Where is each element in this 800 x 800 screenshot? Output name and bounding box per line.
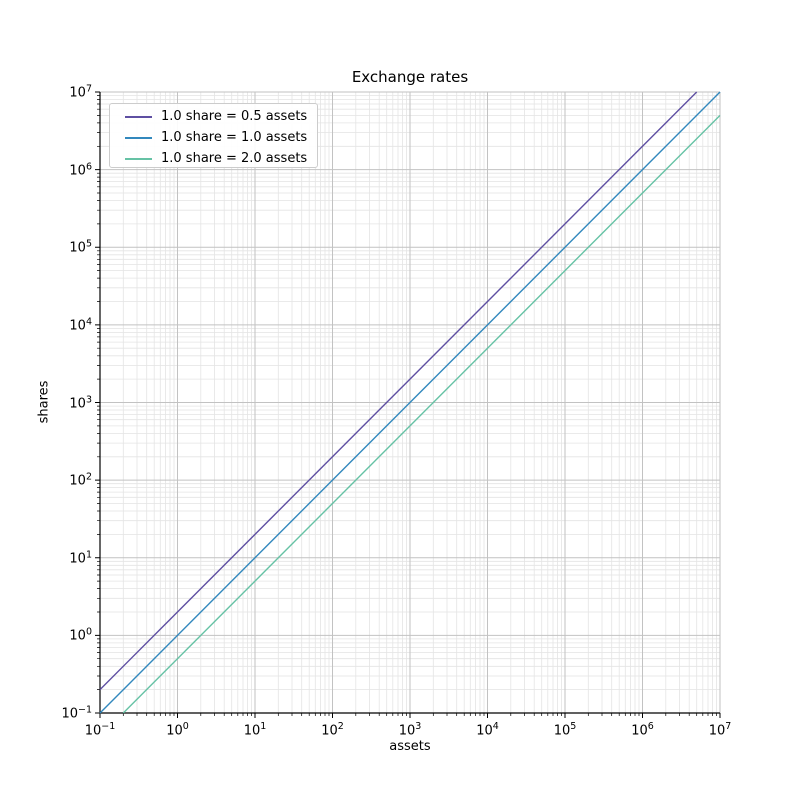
legend-line-swatch-0 (125, 115, 152, 118)
x-tick-label: 100 (166, 721, 189, 739)
legend-item: 1.0 share = 1.0 assets (110, 127, 317, 148)
y-tick-label: 106 (69, 160, 92, 179)
y-tick-label: 107 (69, 83, 92, 101)
legend-item: 1.0 share = 2.0 assets (110, 148, 317, 169)
y-tick-label: 101 (69, 549, 92, 567)
axis-minor-ticks (97, 95, 717, 716)
x-tick-label: 102 (321, 721, 344, 739)
legend-item-label: 1.0 share = 1.0 assets (161, 130, 308, 145)
y-tick-label: 105 (69, 238, 92, 256)
series-line-0 (99, 91, 698, 691)
legend-item-label: 1.0 share = 0.5 assets (161, 109, 308, 124)
y-tick-label: 103 (69, 393, 92, 412)
y-axis-label: shares (36, 380, 52, 424)
y-tick-label: 104 (69, 316, 92, 334)
legend-line-swatch-1 (125, 136, 152, 139)
x-tick-label: 105 (553, 721, 577, 739)
y-tick-label: 100 (69, 626, 92, 645)
x-tick-label: 101 (243, 721, 267, 739)
series-line-1 (99, 91, 721, 714)
chart-title: Exchange rates (351, 68, 469, 86)
y-tick-label: 102 (69, 471, 92, 489)
legend-item: 1.0 share = 0.5 assets (110, 106, 317, 127)
legend-item-label: 1.0 share = 2.0 assets (161, 151, 308, 166)
x-axis-label: assets (389, 739, 431, 754)
x-tick-label: 104 (476, 721, 499, 739)
x-tick-label: 103 (398, 721, 422, 739)
x-tick-label: 107 (708, 721, 732, 739)
x-tick-label: 106 (631, 721, 654, 739)
legend-line-swatch-2 (125, 157, 152, 160)
x-tick-label: 10−1 (84, 721, 116, 739)
axis-major-ticks (95, 91, 721, 718)
y-tick-label: 10−1 (61, 704, 92, 722)
series-line-2 (122, 114, 721, 714)
legend: 1.0 share = 0.5 assets 1.0 share = 1.0 a… (109, 103, 318, 168)
